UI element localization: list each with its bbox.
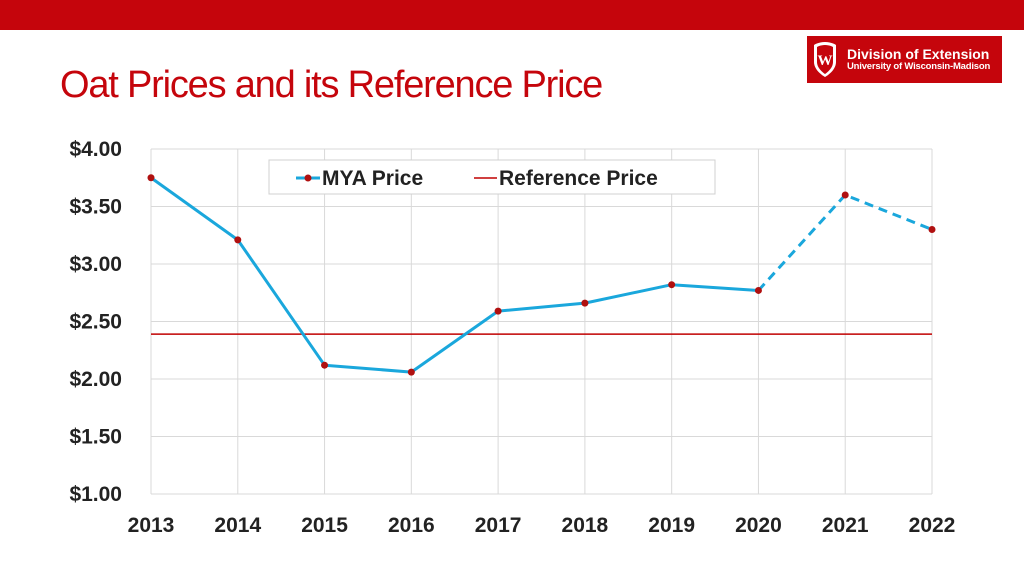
logo-line-1: Division of Extension [847, 45, 990, 62]
x-tick-label: 2020 [735, 514, 782, 537]
legend-reference-label: Reference Price [499, 167, 658, 190]
mya-price-point [407, 368, 415, 376]
crest-letter: W [818, 53, 833, 69]
top-banner [0, 0, 1024, 30]
y-tick-label: $1.00 [69, 483, 122, 506]
x-tick-label: 2014 [214, 514, 261, 537]
y-tick-label: $4.00 [69, 138, 122, 161]
x-tick-label: 2022 [909, 514, 956, 537]
x-tick-label: 2019 [648, 514, 695, 537]
legend-box [268, 159, 716, 195]
x-tick-label: 2016 [388, 514, 435, 537]
mya-price-point [494, 307, 502, 315]
legend-mya-label: MYA Price [322, 167, 423, 190]
division-logo: W Division of Extension University of Wi… [807, 36, 1002, 83]
legend-mya-marker [304, 174, 312, 182]
slide-title: Oat Prices and its Reference Price [60, 64, 603, 106]
mya-price-point [668, 281, 676, 289]
y-tick-label: $2.00 [69, 368, 122, 391]
mya-price-line-solid [150, 176, 759, 374]
x-tick-label: 2018 [562, 514, 609, 537]
y-tick-label: $1.50 [69, 426, 122, 449]
uw-crest-icon: W [814, 42, 836, 77]
mya-price-point [754, 286, 762, 294]
x-tick-label: 2017 [475, 514, 522, 537]
y-tick-label: $3.00 [69, 253, 122, 276]
mya-price-point [928, 226, 936, 233]
mya-price-point [321, 361, 329, 369]
mya-price-point [841, 191, 849, 199]
x-tick-label: 2021 [822, 514, 869, 537]
y-tick-label: $2.50 [69, 311, 122, 334]
mya-price-point [581, 299, 589, 307]
logo-line-2: University of Wisconsin-Madison [847, 60, 991, 72]
x-tick-label: 2015 [301, 514, 348, 537]
y-tick-label: $3.50 [69, 196, 122, 219]
mya-price-point [147, 174, 155, 182]
x-tick-label: 2013 [128, 514, 175, 537]
mya-price-point [234, 236, 242, 244]
